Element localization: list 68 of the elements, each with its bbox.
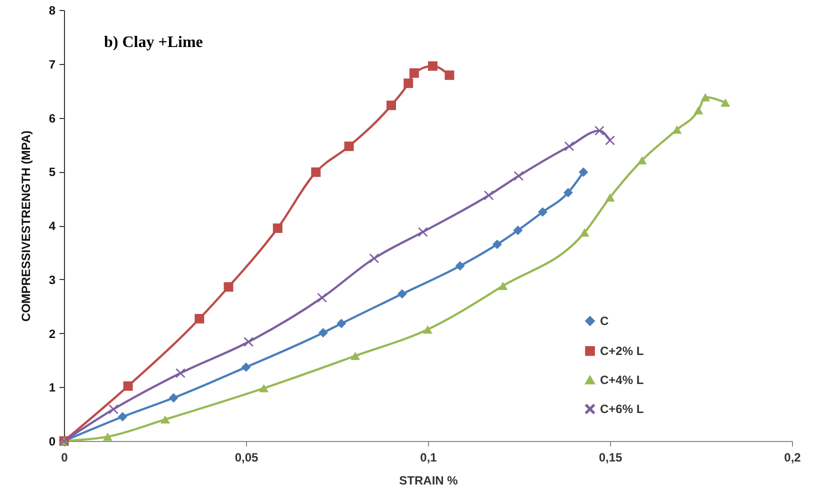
legend-label: C+4% L [600, 373, 644, 387]
x-tick-label: 0,15 [598, 450, 622, 464]
point [605, 136, 615, 146]
point [168, 393, 178, 403]
point [514, 171, 524, 181]
point [428, 61, 438, 71]
point [492, 240, 502, 250]
point [422, 325, 432, 334]
point [118, 412, 128, 422]
x-tick-label: 0,1 [420, 450, 438, 464]
point [259, 384, 269, 392]
x-tick-label: 0,05 [234, 450, 258, 464]
point [418, 227, 428, 237]
legend-label: C [600, 314, 609, 328]
point [176, 368, 186, 378]
x-axis-title: STRAIN % [399, 474, 458, 488]
point [386, 100, 396, 110]
y-tick-label: 6 [48, 111, 56, 126]
y-axis-title: COMPRESSIVESTRENGTH (MPA) [18, 130, 33, 322]
y-tick-label: 1 [48, 380, 56, 395]
point [241, 362, 251, 372]
legend-label: C+6% L [600, 402, 644, 416]
point [498, 282, 508, 290]
text: b) Clay +Lime [104, 34, 203, 51]
point [700, 93, 710, 102]
y-tick-label: 5 [48, 165, 56, 180]
point [720, 98, 730, 107]
point [409, 68, 419, 78]
point [194, 314, 204, 324]
point [344, 142, 354, 152]
point [244, 337, 254, 347]
point [580, 228, 590, 237]
point [538, 207, 548, 217]
point [563, 188, 573, 198]
point [397, 289, 407, 299]
point [513, 226, 523, 236]
point [694, 106, 704, 114]
point [102, 432, 112, 441]
y-tick-label: 0 [48, 434, 56, 448]
point [455, 261, 465, 271]
point [637, 156, 647, 164]
point [108, 404, 118, 414]
point [444, 70, 454, 80]
point [605, 193, 615, 202]
x-tick-label: 0 [61, 450, 68, 464]
point [224, 282, 234, 292]
point [318, 328, 328, 338]
point [336, 318, 346, 328]
point [578, 167, 588, 177]
point [311, 167, 321, 177]
point [350, 352, 360, 360]
y-tick-label: 8 [48, 4, 56, 18]
point [369, 254, 379, 264]
point [404, 78, 414, 88]
point [594, 126, 604, 136]
point [160, 415, 170, 424]
point [484, 190, 494, 200]
point [564, 142, 574, 152]
point [317, 292, 327, 302]
x-tick-label: 0,2 [784, 450, 802, 464]
y-tick-label: 2 [48, 326, 56, 341]
point [272, 223, 282, 233]
point [123, 381, 133, 391]
point [672, 125, 682, 134]
y-tick-label: 3 [48, 272, 56, 287]
legend-label: C+2% L [600, 344, 644, 358]
y-tick-label: 4 [48, 219, 56, 233]
y-tick-label: 7 [48, 57, 56, 72]
